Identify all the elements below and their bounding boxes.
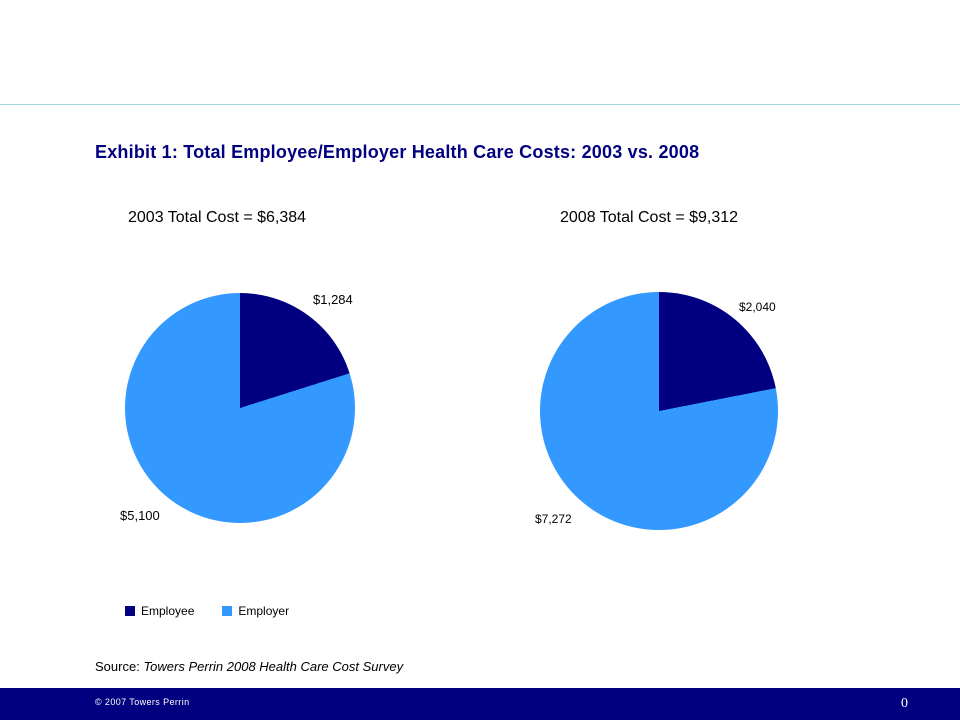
pie-2003-employer-value-label: $5,100 bbox=[120, 508, 160, 523]
employer-color-swatch bbox=[222, 606, 233, 616]
pie-2003-title: 2003 Total Cost = $6,384 bbox=[128, 209, 307, 226]
legend-label-employee: Employee bbox=[141, 604, 195, 618]
chart-legend: Employee Employer bbox=[125, 604, 289, 618]
employee-color-swatch bbox=[125, 606, 135, 616]
legend-label-employer: Employer bbox=[238, 604, 290, 618]
legend-item-employee: Employee bbox=[125, 604, 194, 618]
pie-2003-employee-value-label: $1,284 bbox=[313, 292, 353, 307]
pie-chart-2008 bbox=[540, 292, 778, 530]
footer-bar: © 2007 Towers Perrin 0 bbox=[0, 688, 960, 720]
page-number: 0 bbox=[901, 696, 908, 711]
source-label: Source: bbox=[95, 659, 140, 674]
source-line: Source: Towers Perrin 2008 Health Care C… bbox=[95, 659, 403, 674]
source-text: Towers Perrin 2008 Health Care Cost Surv… bbox=[143, 659, 404, 674]
slide-title: Exhibit 1: Total Employee/Employer Healt… bbox=[95, 142, 700, 162]
pie-2008-employee-value-label: $2,040 bbox=[739, 300, 776, 314]
footer-copyright: © 2007 Towers Perrin bbox=[95, 697, 190, 707]
pie-chart-2003 bbox=[125, 293, 355, 523]
pie-2008-employer-value-label: $7,272 bbox=[535, 512, 572, 526]
top-divider-line bbox=[0, 104, 960, 105]
pie-2008-title: 2008 Total Cost = $9,312 bbox=[560, 209, 739, 226]
legend-item-employer: Employer bbox=[222, 604, 289, 618]
